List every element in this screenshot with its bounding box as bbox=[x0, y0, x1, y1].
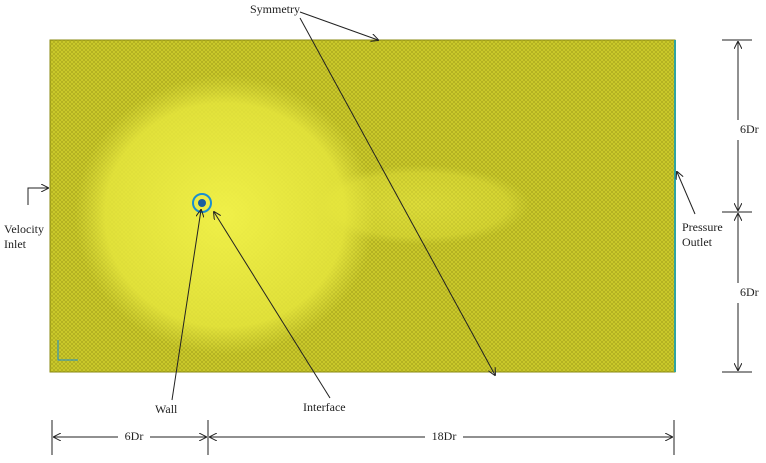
outlet-label: Outlet bbox=[682, 235, 713, 249]
wake-region bbox=[310, 165, 530, 245]
wall-label: Wall bbox=[155, 402, 178, 416]
dim-label: 6Dr bbox=[740, 122, 759, 136]
interface-label: Interface bbox=[303, 400, 346, 414]
dim-label: 18Dr bbox=[432, 429, 457, 443]
outlet-label: Pressure bbox=[682, 220, 723, 234]
inlet-label: Inlet bbox=[4, 237, 27, 251]
cylinder-core bbox=[198, 199, 206, 207]
dim-label: 6Dr bbox=[125, 429, 144, 443]
symmetry-label: Symmetry bbox=[250, 2, 300, 16]
dim-label: 6Dr bbox=[740, 285, 759, 299]
domain-diagram: Symmetry Velocity Inlet Pressure Outlet … bbox=[0, 0, 766, 463]
inlet-label: Velocity bbox=[4, 222, 44, 236]
inlet-arrow bbox=[28, 188, 48, 205]
outlet-arrow bbox=[677, 172, 695, 214]
symmetry-arrow bbox=[300, 12, 378, 40]
